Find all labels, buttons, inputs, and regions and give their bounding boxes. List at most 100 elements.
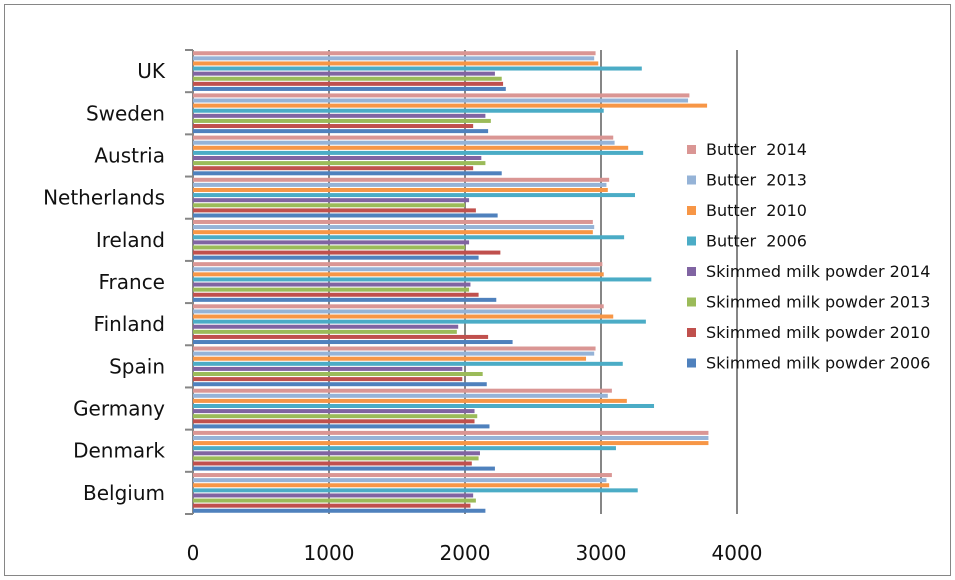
category-label-denmark: Denmark xyxy=(73,439,165,463)
bar-netherlands-skimmed-milk-powder-2010 xyxy=(193,208,476,213)
bar-denmark-skimmed-milk-powder-2013 xyxy=(193,456,479,461)
bar-spain-butter-2010 xyxy=(193,356,587,361)
legend-swatch-skimmed-milk-powder-2013 xyxy=(687,297,696,307)
bar-austria-butter-2010 xyxy=(193,145,629,150)
category-label-sweden: Sweden xyxy=(86,101,165,125)
bar-finland-butter-2006 xyxy=(193,319,646,324)
bar-france-skimmed-milk-powder-2006 xyxy=(193,297,497,302)
legend-label-butter-2006: Butter 2006 xyxy=(706,232,807,251)
legend-label-butter-2010: Butter 2010 xyxy=(706,201,807,220)
bar-france-skimmed-milk-powder-2014 xyxy=(193,282,471,287)
bar-austria-butter-2013 xyxy=(193,140,615,145)
category-label-finland: Finland xyxy=(94,312,165,336)
bar-sweden-butter-2013 xyxy=(193,98,689,103)
bar-spain-butter-2006 xyxy=(193,361,623,366)
bar-belgium-butter-2013 xyxy=(193,478,607,483)
category-label-uk: UK xyxy=(137,59,166,83)
bar-netherlands-skimmed-milk-powder-2013 xyxy=(193,203,465,208)
category-label-germany: Germany xyxy=(73,397,165,421)
bar-belgium-skimmed-milk-powder-2014 xyxy=(193,493,474,498)
bar-spain-skimmed-milk-powder-2013 xyxy=(193,372,483,377)
bar-denmark-butter-2013 xyxy=(193,435,709,440)
x-tick-label-3000: 3000 xyxy=(576,541,627,565)
x-tick-label-2000: 2000 xyxy=(440,541,491,565)
x-tick-label-4000: 4000 xyxy=(712,541,763,565)
bar-germany-butter-2006 xyxy=(193,403,655,408)
bar-denmark-skimmed-milk-powder-2006 xyxy=(193,466,495,471)
bar-ireland-butter-2006 xyxy=(193,235,625,240)
bar-austria-skimmed-milk-powder-2013 xyxy=(193,161,486,166)
bar-spain-skimmed-milk-powder-2010 xyxy=(193,377,463,382)
bar-finland-skimmed-milk-powder-2010 xyxy=(193,334,489,339)
bar-ireland-skimmed-milk-powder-2013 xyxy=(193,245,465,250)
bar-france-butter-2006 xyxy=(193,277,652,282)
bar-netherlands-butter-2013 xyxy=(193,182,607,187)
bar-uk-butter-2014 xyxy=(193,51,596,56)
bar-uk-butter-2010 xyxy=(193,61,599,66)
bar-uk-skimmed-milk-powder-2010 xyxy=(193,81,504,86)
bar-spain-butter-2013 xyxy=(193,351,595,356)
bar-denmark-butter-2014 xyxy=(193,430,709,435)
bar-uk-skimmed-milk-powder-2006 xyxy=(193,86,506,91)
bar-austria-skimmed-milk-powder-2014 xyxy=(193,156,482,161)
category-label-spain: Spain xyxy=(109,354,165,378)
legend-label-skimmed-milk-powder-2006: Skimmed milk powder 2006 xyxy=(706,354,930,373)
bar-belgium-butter-2014 xyxy=(193,473,612,478)
legend-label-skimmed-milk-powder-2010: Skimmed milk powder 2010 xyxy=(706,323,930,342)
bar-spain-skimmed-milk-powder-2006 xyxy=(193,382,487,387)
legend-swatch-skimmed-milk-powder-2006 xyxy=(687,358,696,368)
bar-sweden-butter-2006 xyxy=(193,108,604,113)
bar-ireland-skimmed-milk-powder-2006 xyxy=(193,255,479,260)
x-tick-label-0: 0 xyxy=(187,541,200,565)
bar-germany-butter-2013 xyxy=(193,393,608,398)
bar-germany-butter-2010 xyxy=(193,398,627,403)
bar-belgium-skimmed-milk-powder-2010 xyxy=(193,503,471,508)
bar-sweden-skimmed-milk-powder-2010 xyxy=(193,124,474,129)
category-label-france: France xyxy=(98,270,165,294)
bar-denmark-butter-2010 xyxy=(193,441,709,446)
bar-ireland-skimmed-milk-powder-2010 xyxy=(193,250,501,255)
legend-label-butter-2014: Butter 2014 xyxy=(706,140,807,159)
legend-swatch-butter-2010 xyxy=(687,206,696,215)
bar-sweden-skimmed-milk-powder-2014 xyxy=(193,113,486,118)
bar-spain-skimmed-milk-powder-2014 xyxy=(193,366,463,371)
legend-swatch-skimmed-milk-powder-2010 xyxy=(687,328,696,337)
legend-swatch-skimmed-milk-powder-2014 xyxy=(687,267,696,276)
bar-austria-butter-2006 xyxy=(193,150,644,155)
legend-swatch-butter-2013 xyxy=(687,175,696,185)
bar-netherlands-butter-2014 xyxy=(193,177,610,182)
bar-france-skimmed-milk-powder-2013 xyxy=(193,287,470,292)
bar-france-skimmed-milk-powder-2010 xyxy=(193,292,479,297)
bar-france-butter-2014 xyxy=(193,262,603,267)
bar-uk-skimmed-milk-powder-2014 xyxy=(193,71,495,76)
bar-spain-butter-2014 xyxy=(193,346,596,351)
bar-finland-butter-2013 xyxy=(193,309,601,314)
bar-denmark-butter-2006 xyxy=(193,446,616,451)
x-tick-label-1000: 1000 xyxy=(304,541,355,565)
bar-netherlands-skimmed-milk-powder-2006 xyxy=(193,213,498,218)
bar-germany-skimmed-milk-powder-2014 xyxy=(193,409,475,414)
category-label-austria: Austria xyxy=(94,143,165,167)
bar-finland-butter-2014 xyxy=(193,304,604,309)
bar-germany-skimmed-milk-powder-2013 xyxy=(193,414,478,419)
bar-france-butter-2013 xyxy=(193,267,600,272)
legend-label-skimmed-milk-powder-2014: Skimmed milk powder 2014 xyxy=(706,262,930,281)
bar-netherlands-skimmed-milk-powder-2014 xyxy=(193,198,470,203)
bar-sweden-butter-2010 xyxy=(193,103,708,108)
bar-uk-butter-2013 xyxy=(193,56,595,61)
bar-finland-skimmed-milk-powder-2014 xyxy=(193,324,459,329)
bar-denmark-skimmed-milk-powder-2010 xyxy=(193,461,472,466)
bar-sweden-skimmed-milk-powder-2013 xyxy=(193,118,491,123)
bar-netherlands-butter-2006 xyxy=(193,193,635,198)
category-label-ireland: Ireland xyxy=(96,228,165,252)
bar-belgium-butter-2006 xyxy=(193,488,638,493)
bar-ireland-butter-2010 xyxy=(193,230,593,235)
bar-belgium-butter-2010 xyxy=(193,483,610,488)
legend-label-butter-2013: Butter 2013 xyxy=(706,171,807,190)
legend-swatch-butter-2014 xyxy=(687,145,696,154)
bar-uk-skimmed-milk-powder-2013 xyxy=(193,76,502,81)
bar-ireland-butter-2013 xyxy=(193,225,595,230)
category-label-netherlands: Netherlands xyxy=(43,186,165,210)
bar-germany-skimmed-milk-powder-2010 xyxy=(193,419,475,424)
